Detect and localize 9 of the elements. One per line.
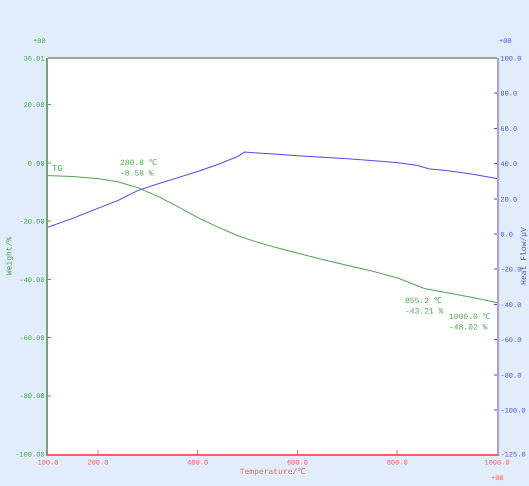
line-series: [48, 151, 497, 228]
annotation: 280.8 ℃ -8.58 %: [120, 159, 157, 178]
series-label: TG: [52, 164, 63, 174]
y-axis-title: Weight/%: [5, 236, 14, 276]
x-axis-title: Temperature/℃: [240, 468, 306, 477]
annotation: 855.2 ℃ -43.21 %: [405, 297, 444, 316]
line-series: [48, 175, 497, 304]
y2-axis-title: Heat Flow/μV: [520, 226, 529, 285]
annotation: 1000.0 ℃ -48.02 %: [449, 313, 491, 332]
